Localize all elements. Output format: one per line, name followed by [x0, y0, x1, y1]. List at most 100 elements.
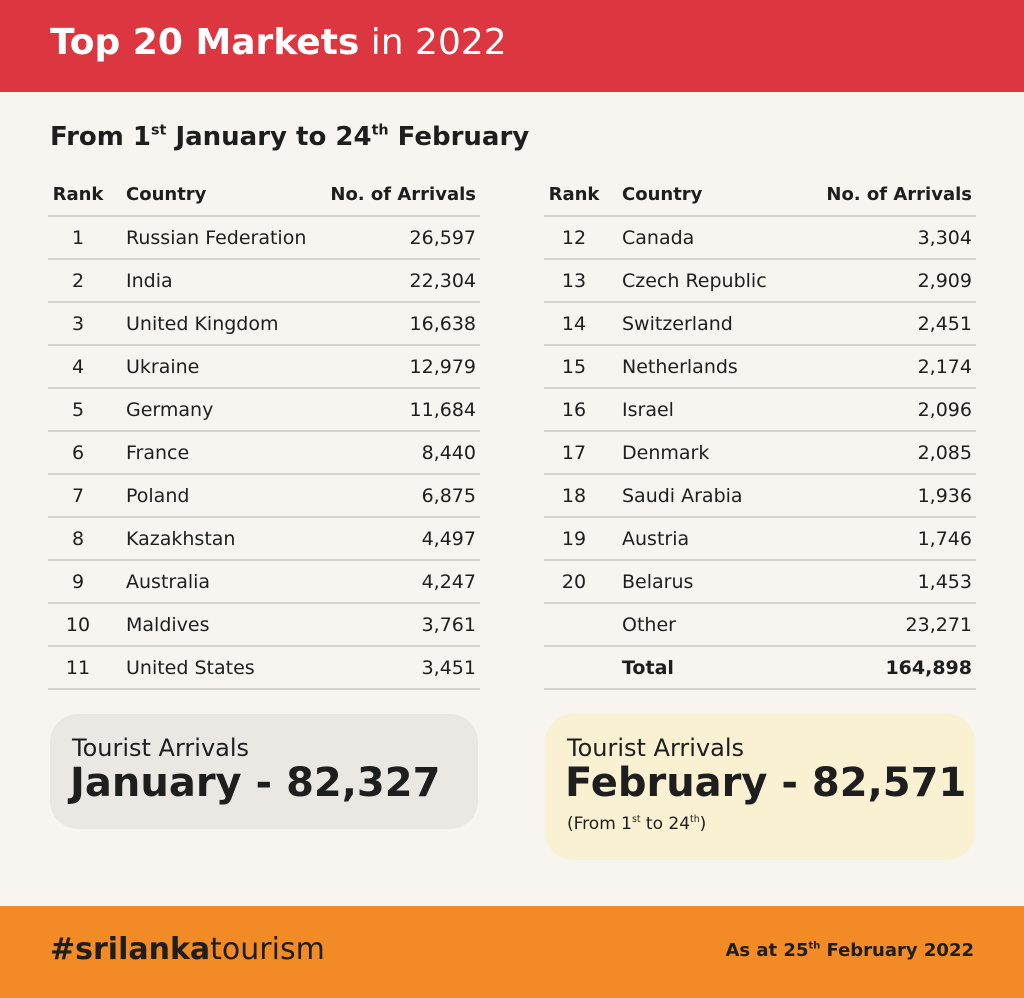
table-row: 15 Netherlands 2,174 — [544, 346, 976, 389]
cell: 3,304 — [917, 227, 972, 249]
cell: 2,085 — [917, 442, 972, 464]
cell: 23,271 — [905, 614, 972, 636]
cell: 3 — [71, 313, 85, 335]
table-row: 6 France 8,440 — [48, 432, 480, 475]
cell: Austria — [622, 528, 690, 550]
cell: 8,440 — [421, 442, 476, 464]
cell: Israel — [622, 399, 674, 421]
cell: 13 — [561, 270, 587, 292]
cell: 4 — [71, 356, 85, 378]
cell: 12,979 — [409, 356, 476, 378]
cell: Poland — [126, 485, 190, 507]
table-row: 16 Israel 2,096 — [544, 389, 976, 432]
title-light: in 2022 — [370, 22, 507, 63]
cell: France — [126, 442, 190, 464]
cell: 16,638 — [409, 313, 476, 335]
left-table: Rank Country No. of Arrivals 1 Russian Feder… — [48, 174, 480, 690]
cell: Other — [622, 614, 676, 636]
cell: 12 — [561, 227, 587, 249]
superscript: th — [371, 122, 389, 139]
february-card: Tourist Arrivals February - 82,571 (From… — [545, 714, 975, 860]
cell: 11 — [65, 657, 91, 679]
card-value: February - 82,571 — [565, 760, 967, 806]
footer: #srilankatourism As at 25th February 202… — [0, 906, 1024, 998]
cell: 4,497 — [421, 528, 476, 550]
cell: 2,909 — [917, 270, 972, 292]
cell: 3,451 — [421, 657, 476, 679]
cell: 26,597 — [409, 227, 476, 249]
column-header: No. of Arrivals — [826, 184, 972, 205]
table-row: 17 Denmark 2,085 — [544, 432, 976, 475]
cell: Saudi Arabia — [622, 485, 743, 507]
other-row: Other 23,271 — [544, 604, 976, 647]
column-header: Country — [126, 184, 207, 205]
cell: United Kingdom — [126, 313, 279, 335]
subtitle-part: February — [388, 122, 530, 152]
date-part: As at 25 — [725, 940, 809, 961]
cell: 9 — [71, 571, 85, 593]
table-row: 5 Germany 11,684 — [48, 389, 480, 432]
cell: 1,746 — [917, 528, 972, 550]
column-header: Country — [622, 184, 703, 205]
title-bold: Top 20 Markets — [50, 22, 360, 63]
cell: Total — [622, 657, 674, 679]
subtitle-part: From 1 — [50, 122, 152, 152]
cell: Ukraine — [126, 356, 200, 378]
card-label: Tourist Arrivals — [72, 734, 250, 762]
column-header: No. of Arrivals — [330, 184, 476, 205]
cell: 17 — [561, 442, 587, 464]
cell: Belarus — [622, 571, 694, 593]
right-table: Rank Country No. of Arrivals 12 Canada 3,304 1… — [544, 174, 976, 690]
cell: 4,247 — [421, 571, 476, 593]
cell: 11,684 — [409, 399, 476, 421]
subtitle: From 1st January to 24th February — [50, 122, 529, 152]
cell: 18 — [561, 485, 587, 507]
cell: India — [126, 270, 173, 292]
cell: 20 — [561, 571, 587, 593]
header-row: Rank Country No. of Arrivals — [544, 174, 976, 217]
table-row: 10 Maldives 3,761 — [48, 604, 480, 647]
cell: 3,761 — [421, 614, 476, 636]
cell: 5 — [71, 399, 85, 421]
table-row: 4 Ukraine 12,979 — [48, 346, 480, 389]
date-part: February 2022 — [820, 940, 974, 961]
cell: 1,936 — [917, 485, 972, 507]
cell: Canada — [622, 227, 695, 249]
cell: 16 — [561, 399, 587, 421]
cell: Germany — [126, 399, 214, 421]
cell: Switzerland — [622, 313, 733, 335]
cell: 19 — [561, 528, 587, 550]
january-card: Tourist Arrivals January - 82,327 — [50, 714, 478, 829]
table-row: 13 Czech Republic 2,909 — [544, 260, 976, 303]
cell: 2 — [71, 270, 85, 292]
cell: 2,174 — [917, 356, 972, 378]
card-value: January - 82,327 — [70, 760, 441, 806]
superscript: th — [690, 814, 700, 825]
cell: 14 — [561, 313, 587, 335]
cell: 22,304 — [409, 270, 476, 292]
column-header: Rank — [52, 184, 104, 205]
table-row: 12 Canada 3,304 — [544, 217, 976, 260]
header-row: Rank Country No. of Arrivals — [48, 174, 480, 217]
superscript: th — [808, 940, 821, 952]
note-part: (From 1 — [567, 814, 632, 834]
column-header: Rank — [548, 184, 600, 205]
total-row: Total 164,898 — [544, 647, 976, 690]
hashtag-bold: #srilanka — [50, 932, 211, 967]
table-row: 1 Russian Federation 26,597 — [48, 217, 480, 260]
hashtag-light: tourism — [210, 932, 325, 967]
cell: 15 — [561, 356, 587, 378]
note-part: to 24 — [640, 814, 691, 834]
table-row: 19 Austria 1,746 — [544, 518, 976, 561]
cell: Netherlands — [622, 356, 738, 378]
table-row: 9 Australia 4,247 — [48, 561, 480, 604]
cell: United States — [126, 657, 255, 679]
table-row: 3 United Kingdom 16,638 — [48, 303, 480, 346]
table-row: 18 Saudi Arabia 1,936 — [544, 475, 976, 518]
cell: Maldives — [126, 614, 210, 636]
cell: 2,451 — [917, 313, 972, 335]
note-part: ) — [699, 814, 707, 834]
cell: 6 — [71, 442, 85, 464]
cell: 8 — [71, 528, 85, 550]
